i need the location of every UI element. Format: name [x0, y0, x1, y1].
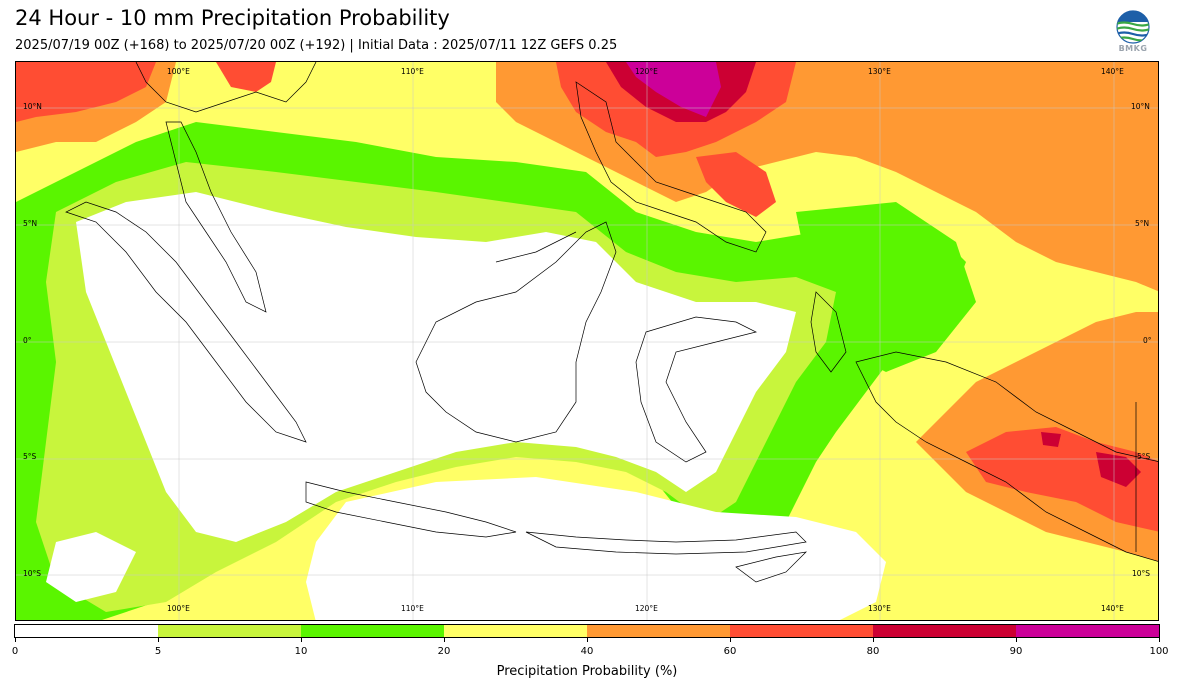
- lon-label-top-140: 140°E: [1101, 67, 1124, 76]
- crimson-area-newguinea-2: [1041, 432, 1061, 447]
- lat-label-right-10n: 10°N: [1131, 102, 1150, 111]
- colorbar-swatch: [15, 625, 159, 637]
- colorbar-swatch: [730, 625, 874, 637]
- colorbar-tick-mark: [587, 638, 588, 642]
- map-canvas: [16, 62, 1158, 620]
- colorbar-label: Precipitation Probability (%): [496, 664, 678, 679]
- precipitation-map: 100°E 110°E 120°E 130°E 140°E 100°E 110°…: [15, 61, 1159, 621]
- coastlines: [65, 62, 1158, 583]
- colorbar-tick-label: 0: [11, 646, 19, 657]
- lon-label-bottom-120: 120°E: [635, 604, 658, 613]
- colorbar-tick-label: 90: [1009, 646, 1023, 657]
- colorbar-tick-mark: [1159, 638, 1160, 642]
- colorbar-tick-label: 80: [866, 646, 880, 657]
- colorbar-tick-mark: [301, 638, 302, 642]
- colorbar-tick-mark: [1016, 638, 1017, 642]
- colorbar-tick-label: 5: [154, 646, 162, 657]
- colorbar-swatch: [444, 625, 588, 637]
- lon-label-top-100: 100°E: [167, 67, 190, 76]
- green-area-east: [796, 202, 976, 372]
- colorbar-tick-mark: [444, 638, 445, 642]
- lat-label-right-0: 0°: [1143, 336, 1152, 345]
- colorbar-swatch: [1016, 625, 1159, 637]
- colorbar-tick-mark: [158, 638, 159, 642]
- colorbar-tick-mark: [730, 638, 731, 642]
- lat-label-left-0: 0°: [23, 336, 32, 345]
- lat-label-right-5s: 5°S: [1137, 452, 1151, 461]
- colorbar-swatch: [301, 625, 445, 637]
- red-area-newguinea: [966, 427, 1158, 532]
- colorbar-tick-label: 100: [1149, 646, 1169, 657]
- lat-label-right-5n: 5°N: [1135, 219, 1150, 228]
- lon-label-top-110: 110°E: [401, 67, 424, 76]
- lon-label-bottom-140: 140°E: [1101, 604, 1124, 613]
- lat-label-right-10s: 10°S: [1132, 569, 1151, 578]
- lon-label-bottom-100: 100°E: [167, 604, 190, 613]
- lon-label-top-130: 130°E: [868, 67, 891, 76]
- colorbar-tick-mark: [873, 638, 874, 642]
- map-title: 24 Hour - 10 mm Precipitation Probabilit…: [15, 6, 450, 30]
- colorbar-tick-label: 20: [437, 646, 451, 657]
- lon-label-top-120: 120°E: [635, 67, 658, 76]
- logo-text: BMKG: [1118, 44, 1148, 53]
- white-area-south: [306, 477, 886, 620]
- lat-label-left-10s: 10°S: [23, 569, 42, 578]
- lon-label-bottom-110: 110°E: [401, 604, 424, 613]
- red-area-northwest: [16, 62, 156, 122]
- graticule: [16, 62, 1158, 620]
- white-area-central: [76, 192, 796, 542]
- magenta-area-north: [626, 62, 721, 117]
- red-area-northwest-2: [216, 62, 276, 92]
- red-area-philippines: [696, 152, 776, 217]
- lat-label-left-5n: 5°N: [23, 219, 38, 228]
- crimson-area-newguinea: [1096, 452, 1141, 487]
- colorbar-tick-mark: [15, 638, 16, 642]
- colorbar-swatch: [873, 625, 1017, 637]
- colorbar-swatch: [158, 625, 302, 637]
- lon-label-bottom-130: 130°E: [868, 604, 891, 613]
- lat-label-left-5s: 5°S: [23, 452, 37, 461]
- colorbar: [14, 624, 1160, 638]
- white-area-southwest: [46, 532, 136, 602]
- colorbar-swatches: [15, 625, 1159, 637]
- colorbar-tick-label: 60: [723, 646, 737, 657]
- bmkg-logo-icon: [1116, 10, 1150, 44]
- colorbar-tick-label: 40: [580, 646, 594, 657]
- colorbar-swatch: [587, 625, 731, 637]
- colorbar-tick-label: 10: [294, 646, 308, 657]
- lat-label-left-10n: 10°N: [23, 102, 42, 111]
- map-subtitle: 2025/07/19 00Z (+168) to 2025/07/20 00Z …: [15, 38, 618, 53]
